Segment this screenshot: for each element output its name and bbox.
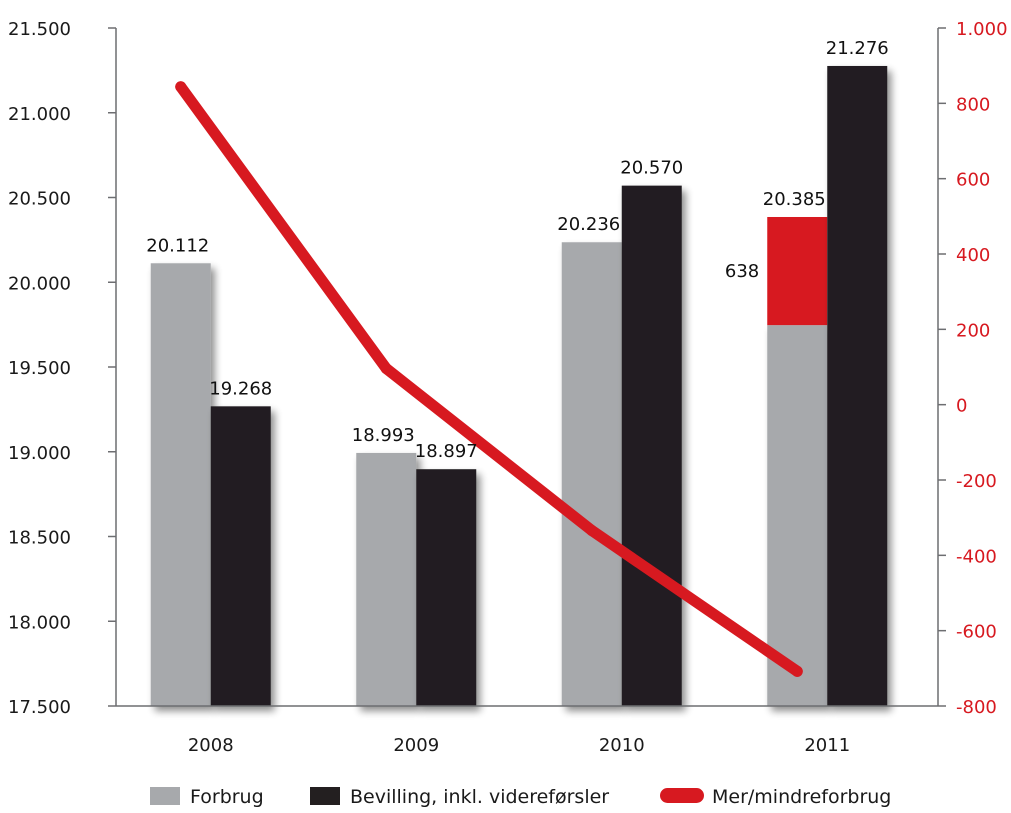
y-right-tick-label: 200	[956, 320, 990, 341]
label-forbrug-2010: 20.236	[557, 214, 620, 235]
bar-bevilling-2008	[210, 406, 271, 706]
y-left-tick-label: 19.000	[8, 443, 71, 464]
legend-mer-mindreforbrug-swatch	[660, 788, 704, 803]
bar-bevilling-2011	[827, 65, 888, 706]
legend-forbrug: Forbrug	[150, 786, 264, 808]
label-bevilling-2011: 21.276	[826, 38, 889, 59]
label-segment-2011: 638	[725, 261, 759, 282]
y-right-tick-label: 400	[956, 245, 990, 266]
y-left-tick-label: 18.000	[8, 612, 71, 633]
y-right-tick-label: -800	[956, 697, 997, 718]
point-mer-mindreforbrug-2011	[791, 665, 803, 677]
y-left-tick-label: 19.500	[8, 358, 71, 379]
y-left-tick-label: 21.000	[8, 104, 71, 125]
legend-mer-mindreforbrug: Mer/mindreforbrug	[660, 786, 891, 808]
label-bevilling-2009: 18.897	[415, 441, 478, 462]
bar-forbrug-2010	[561, 242, 622, 707]
point-mer-mindreforbrug-2010	[586, 524, 598, 536]
bar-bevilling-2009	[416, 469, 477, 706]
label-forbrug-2011: 20.385	[763, 189, 826, 210]
legend-bevilling-label: Bevilling, inkl. videreførsler	[350, 786, 609, 808]
y-right-tick-label: 1.000	[956, 19, 1008, 40]
y-left-tick-label: 17.500	[8, 697, 71, 718]
y-right-tick-label: -200	[956, 471, 997, 492]
y-right-tick-label: 600	[956, 170, 990, 191]
point-mer-mindreforbrug-2008	[175, 81, 187, 93]
x-tick-2011: 2011	[804, 735, 850, 756]
x-tick-2010: 2010	[599, 735, 645, 756]
y-right-tick-label: 800	[956, 94, 990, 115]
bar-forbrug-2009	[356, 452, 417, 706]
legend-bevilling-swatch	[310, 787, 340, 805]
y-right-tick-label: -600	[956, 622, 997, 643]
legend-forbrug-label: Forbrug	[190, 786, 264, 808]
line-mer-mindreforbrug	[175, 81, 803, 677]
y-right-tick-label: -400	[956, 546, 997, 567]
y-left-tick-label: 18.500	[8, 528, 71, 549]
legend-bevilling: Bevilling, inkl. videreførsler	[310, 786, 609, 808]
point-mer-mindreforbrug-2009	[380, 363, 392, 375]
label-bevilling-2010: 20.570	[620, 158, 683, 179]
y-left-tick-label: 20.500	[8, 189, 71, 210]
label-forbrug-2009: 18.993	[352, 425, 415, 446]
y-right-tick-label: 0	[956, 396, 967, 417]
label-forbrug-2008: 20.112	[146, 235, 209, 256]
y-left-tick-label: 21.500	[8, 19, 71, 40]
x-tick-2009: 2009	[393, 735, 439, 756]
label-bevilling-2008: 19.268	[209, 378, 272, 399]
bar-forbrug-2008	[150, 263, 211, 706]
legend-mer-mindreforbrug-label: Mer/mindreforbrug	[712, 786, 891, 808]
y-left-tick-label: 20.000	[8, 273, 71, 294]
bar-bevilling-2010	[621, 185, 682, 706]
x-tick-2008: 2008	[188, 735, 234, 756]
legend-forbrug-swatch	[150, 787, 180, 805]
bar-forbrug-2011	[767, 325, 828, 706]
bar-merforbrug-segment-2011	[767, 216, 828, 326]
